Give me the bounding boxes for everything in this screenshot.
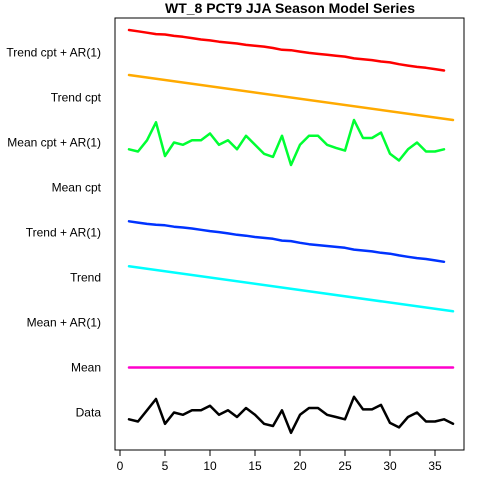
series-line-data [127, 395, 455, 435]
chart-title: WT_8 PCT9 JJA Season Model Series [165, 0, 415, 16]
y-label-trend-cpt-ar-1: Trend cpt + AR(1) [6, 46, 101, 60]
y-label-trend-ar-1: Trend + AR(1) [26, 226, 101, 240]
series-line-mean-cpt-ar-1 [127, 118, 446, 167]
x-tick-label-0: 0 [117, 459, 124, 473]
x-tick-label-15: 15 [248, 459, 262, 473]
series-line-trend [127, 265, 455, 313]
y-label-mean-cpt: Mean cpt [52, 181, 102, 195]
y-label-mean: Mean [71, 361, 101, 375]
plot-frame [114, 17, 465, 451]
x-tick-label-5: 5 [162, 459, 169, 473]
y-label-trend: Trend [70, 271, 101, 285]
x-axis: 0 5 10 15 20 25 30 35 [117, 449, 442, 473]
y-axis: Data Mean Mean + AR(1) Trend Trend + AR(1) Me… [6, 46, 101, 420]
y-label-mean-ar-1: Mean + AR(1) [27, 316, 101, 330]
series-line-trend-ar-1 [127, 220, 446, 264]
y-label-data: Data [76, 406, 102, 420]
x-tick-label-30: 30 [383, 459, 397, 473]
y-label-trend-cpt: Trend cpt [51, 91, 102, 105]
series-line-trend-cpt [127, 73, 455, 122]
series-group [127, 28, 455, 435]
series-line-trend-cpt-ar-1 [127, 28, 446, 72]
x-tick-label-35: 35 [428, 459, 442, 473]
x-tick-label-20: 20 [293, 459, 307, 473]
x-tick-label-25: 25 [338, 459, 352, 473]
x-tick-label-10: 10 [203, 459, 217, 473]
y-label-mean-cpt-ar-1: Mean cpt + AR(1) [7, 136, 101, 150]
